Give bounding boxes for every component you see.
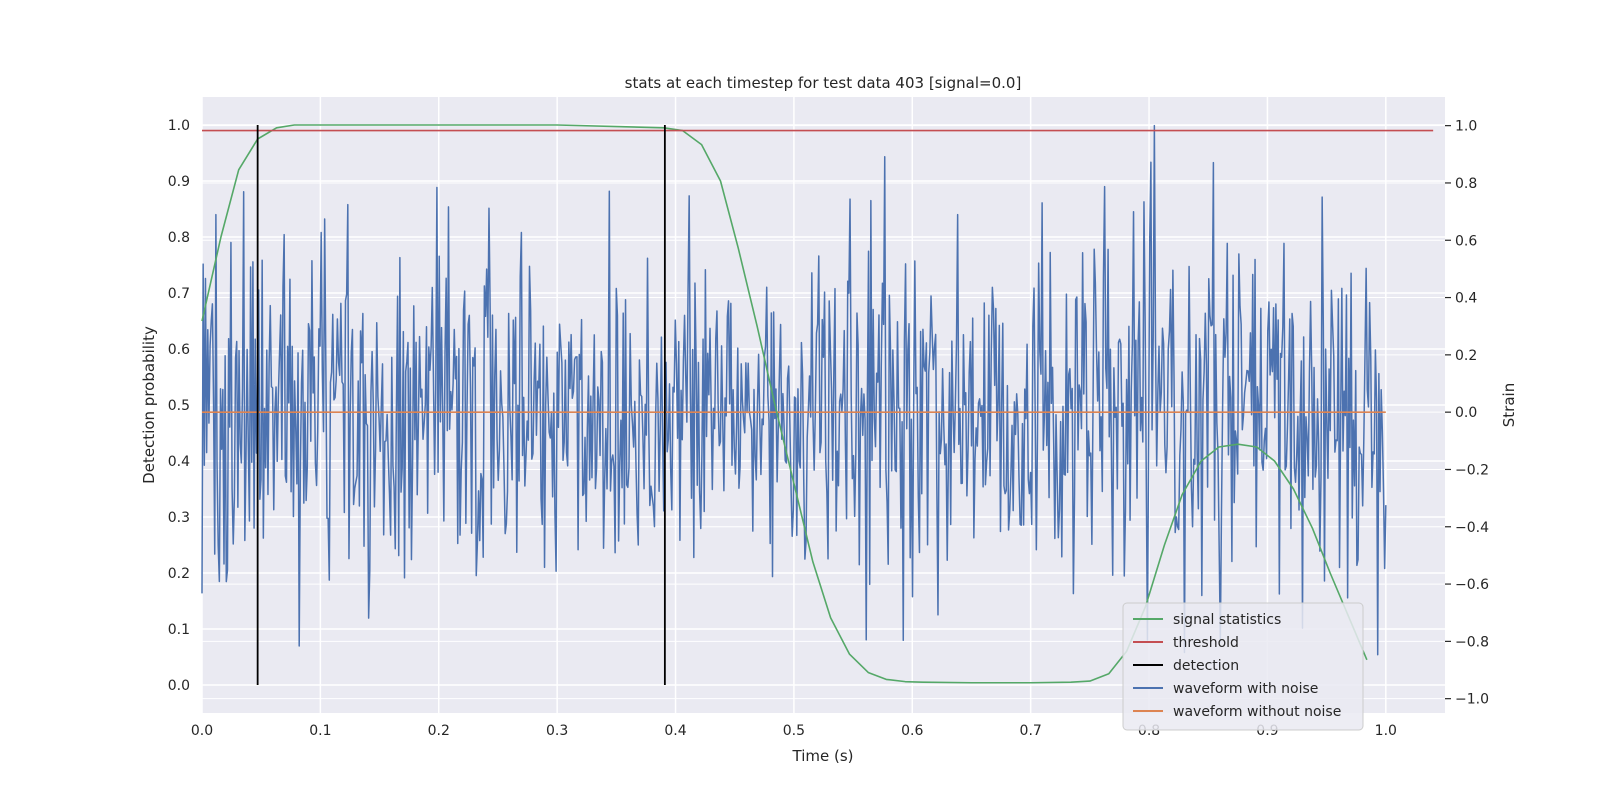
x-tick-label: 0.3 <box>546 723 568 739</box>
x-tick-label: 0.2 <box>428 723 450 739</box>
y2-tick-label: 0.2 <box>1455 348 1477 364</box>
legend-label: threshold <box>1173 635 1239 651</box>
y-tick-label: 0.3 <box>168 510 190 526</box>
y-tick-label: 1.0 <box>168 118 190 134</box>
x-tick-label: 0.0 <box>191 723 213 739</box>
y-tick-label: 0.6 <box>168 342 190 358</box>
y-tick-label: 0.5 <box>168 398 190 414</box>
legend-label: signal statistics <box>1173 612 1281 628</box>
y2-tick-label: 0.8 <box>1455 176 1477 192</box>
y2-tick-label: −0.6 <box>1455 577 1489 593</box>
ticks: 0.0 0.1 0.2 0.3 0.4 0.5 0.6 0.7 0.8 0.9 1.0 0.0 0.1 0… <box>168 118 1489 739</box>
x-tick-label: 0.7 <box>1020 723 1042 739</box>
legend-label: waveform with noise <box>1173 681 1318 697</box>
series-signal-statistics <box>201 124 1368 684</box>
y-tick-label: 0.2 <box>168 566 190 582</box>
legend-box <box>1122 602 1364 731</box>
y2-tick-label: −1.0 <box>1455 692 1489 708</box>
y-tick-label: 0.7 <box>168 286 190 302</box>
y-tick-label: 0.8 <box>168 230 190 246</box>
y2-tick-label: 0.0 <box>1455 405 1477 421</box>
y2-tick-label: 0.6 <box>1455 233 1477 249</box>
x-axis-label: Time (s) <box>792 747 854 765</box>
legend-label: detection <box>1173 658 1239 674</box>
y2-tick-label: 0.4 <box>1455 291 1477 307</box>
series-waveform-with-noise <box>201 124 1387 656</box>
x-tick-label: 0.6 <box>901 723 923 739</box>
y2-tick-label: −0.8 <box>1455 634 1489 650</box>
series-layer <box>201 124 1434 685</box>
y-tick-label: 0.9 <box>168 174 190 190</box>
y-tick-label: 0.1 <box>168 622 190 638</box>
x-tick-label: 0.1 <box>309 723 331 739</box>
y2-tick-label: −0.2 <box>1455 462 1489 478</box>
y-axis-label: Detection probability <box>140 326 158 484</box>
x-tick-label: 0.5 <box>783 723 805 739</box>
x-tick-label: 0.4 <box>664 723 686 739</box>
y-tick-label: 0.4 <box>168 454 190 470</box>
chart-title: stats at each timestep for test data 403… <box>625 74 1022 92</box>
legend: signal statistics threshold detection wavef… <box>1122 602 1364 731</box>
legend-label: waveform without noise <box>1173 704 1341 720</box>
y2-axis-label: Strain <box>1500 383 1518 427</box>
y2-tick-label: 1.0 <box>1455 119 1477 135</box>
y2-tick-label: −0.4 <box>1455 520 1489 536</box>
y-tick-label: 0.0 <box>168 678 190 694</box>
x-tick-label: 1.0 <box>1375 723 1397 739</box>
